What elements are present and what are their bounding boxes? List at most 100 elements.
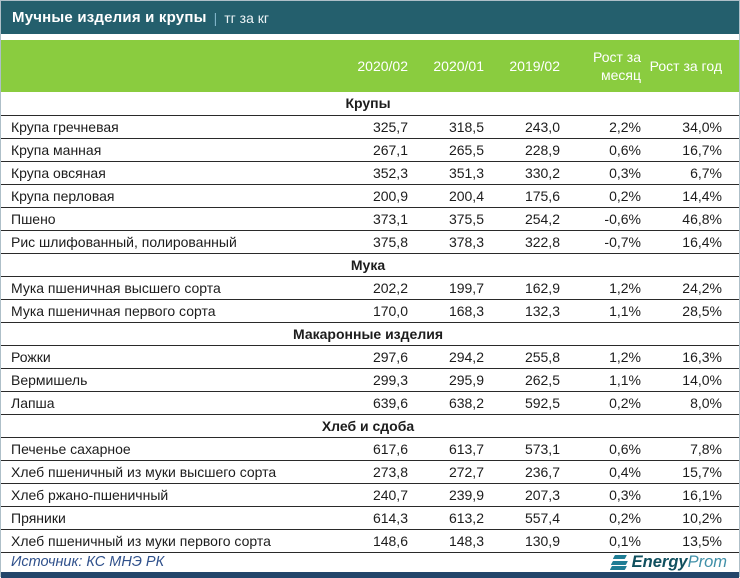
price-value: 148,3 — [412, 529, 488, 553]
column-header-row: 2020/02 2020/01 2019/02 Рост за месяц Ро… — [1, 40, 739, 92]
price-value: 613,2 — [412, 506, 488, 530]
column-header-year-growth: Рост за год — [645, 40, 739, 92]
table-row: Крупа манная 267,1 265,5 228,9 0,6% 16,7% — [1, 138, 739, 162]
growth-value: 1,2% — [564, 345, 645, 369]
product-name: Рис шлифованный, полированный — [1, 230, 336, 254]
price-value: 170,0 — [336, 299, 412, 323]
table-row: Крупа перловая 200,9 200,4 175,6 0,2% 14,4% — [1, 184, 739, 208]
growth-value: -0,7% — [564, 230, 645, 254]
column-header-product — [1, 40, 336, 92]
price-value: 267,1 — [336, 138, 412, 162]
price-value: 617,6 — [336, 437, 412, 461]
section-title: Макаронные изделия — [1, 322, 739, 346]
price-value: 557,4 — [488, 506, 564, 530]
price-value: 294,2 — [412, 345, 488, 369]
price-value: 638,2 — [412, 391, 488, 415]
price-value: 378,3 — [412, 230, 488, 254]
section-header-row: Макаронные изделия — [1, 322, 739, 346]
table-row: Мука пшеничная высшего сорта 202,2 199,7 16… — [1, 276, 739, 300]
table-row: Рожки 297,6 294,2 255,8 1,2% 16,3% — [1, 345, 739, 369]
section-header-row: Крупы — [1, 92, 739, 116]
price-value: 255,8 — [488, 345, 564, 369]
product-name: Лапша — [1, 391, 336, 415]
growth-value: 0,1% — [564, 529, 645, 553]
product-name: Крупа манная — [1, 138, 336, 162]
price-value: 262,5 — [488, 368, 564, 392]
footer: Источник: КС МНЭ РК Energy Prom — [1, 553, 739, 572]
table-row: Хлеб пшеничный из муки первого сорта 148,… — [1, 529, 739, 553]
growth-value: 0,2% — [564, 391, 645, 415]
growth-value: 34,0% — [645, 115, 739, 139]
price-value: 325,7 — [336, 115, 412, 139]
price-value: 330,2 — [488, 161, 564, 185]
price-value: 352,3 — [336, 161, 412, 185]
column-header-2019-02: 2019/02 — [488, 40, 564, 92]
unit-label: тг за кг — [224, 9, 269, 26]
growth-value: 1,1% — [564, 368, 645, 392]
energyprom-logo: Energy Prom — [609, 552, 727, 572]
section-header-row: Хлеб и сдоба — [1, 414, 739, 438]
table-row: Крупа овсяная 352,3 351,3 330,2 0,3% 6,7% — [1, 161, 739, 185]
growth-value: 13,5% — [645, 529, 739, 553]
table-row: Пшено 373,1 375,5 254,2 -0,6% 46,8% — [1, 207, 739, 231]
table-row: Пряники 614,3 613,2 557,4 0,2% 10,2% — [1, 506, 739, 530]
product-name: Крупа овсяная — [1, 161, 336, 185]
section-title: Крупы — [1, 92, 739, 116]
growth-value: 28,5% — [645, 299, 739, 323]
bottom-bar — [1, 571, 739, 578]
growth-value: 7,8% — [645, 437, 739, 461]
table-body: Крупы Крупа гречневая 325,7 318,5 243,0 2,2% 3… — [1, 92, 739, 553]
growth-value: 10,2% — [645, 506, 739, 530]
growth-value: 0,6% — [564, 437, 645, 461]
product-name: Пряники — [1, 506, 336, 530]
price-value: 175,6 — [488, 184, 564, 208]
growth-value: 46,8% — [645, 207, 739, 231]
price-value: 265,5 — [412, 138, 488, 162]
column-header-2020-02: 2020/02 — [336, 40, 412, 92]
price-value: 613,7 — [412, 437, 488, 461]
price-value: 130,9 — [488, 529, 564, 553]
source-label: Источник: КС МНЭ РК — [11, 554, 165, 570]
growth-value: 15,7% — [645, 460, 739, 484]
section-title: Хлеб и сдоба — [1, 414, 739, 438]
growth-value: 0,2% — [564, 184, 645, 208]
table-row: Хлеб пшеничный из муки высшего сорта 273,… — [1, 460, 739, 484]
title-separator: | — [213, 9, 218, 26]
price-value: 322,8 — [488, 230, 564, 254]
price-value: 375,8 — [336, 230, 412, 254]
product-name: Мука пшеничная первого сорта — [1, 299, 336, 323]
product-name: Хлеб ржано-пшеничный — [1, 483, 336, 507]
price-value: 239,9 — [412, 483, 488, 507]
price-value: 236,7 — [488, 460, 564, 484]
growth-value: 16,1% — [645, 483, 739, 507]
product-name: Печенье сахарное — [1, 437, 336, 461]
price-value: 199,7 — [412, 276, 488, 300]
growth-value: -0,6% — [564, 207, 645, 231]
growth-value: 1,1% — [564, 299, 645, 323]
growth-value: 0,6% — [564, 138, 645, 162]
price-value: 295,9 — [412, 368, 488, 392]
price-value: 132,3 — [488, 299, 564, 323]
product-name: Пшено — [1, 207, 336, 231]
price-value: 273,8 — [336, 460, 412, 484]
price-value: 573,1 — [488, 437, 564, 461]
growth-value: 16,4% — [645, 230, 739, 254]
logo-text-energy: Energy — [631, 552, 688, 571]
price-value: 351,3 — [412, 161, 488, 185]
price-value: 297,6 — [336, 345, 412, 369]
price-value: 207,3 — [488, 483, 564, 507]
column-header-2020-01: 2020/01 — [412, 40, 488, 92]
growth-value: 24,2% — [645, 276, 739, 300]
price-table: 2020/02 2020/01 2019/02 Рост за месяц Ро… — [1, 40, 739, 553]
table-row: Лапша 639,6 638,2 592,5 0,2% 8,0% — [1, 391, 739, 415]
growth-value: 0,3% — [564, 161, 645, 185]
price-value: 148,6 — [336, 529, 412, 553]
price-value: 592,5 — [488, 391, 564, 415]
column-header-month-growth: Рост за месяц — [564, 40, 645, 92]
price-value: 202,2 — [336, 276, 412, 300]
logo-text-prom: Prom — [687, 552, 727, 571]
table-row: Крупа гречневая 325,7 318,5 243,0 2,2% 34,0% — [1, 115, 739, 139]
section-header-row: Мука — [1, 253, 739, 277]
growth-value: 14,0% — [645, 368, 739, 392]
